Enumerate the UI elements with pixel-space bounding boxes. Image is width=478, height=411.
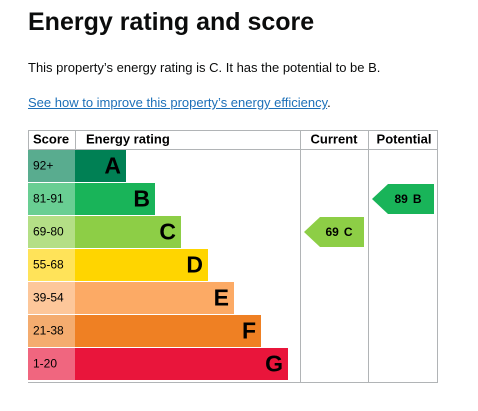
rating-bar: [75, 348, 288, 380]
score-cell: [28, 183, 75, 215]
score-label: 55-68: [33, 258, 64, 272]
score-tint: [28, 282, 75, 314]
score-tint: [28, 348, 75, 380]
header: Potential: [377, 131, 432, 146]
link-suffix: .: [327, 95, 331, 110]
table-borders: [28, 130, 438, 383]
header: Score: [33, 131, 69, 146]
rating-bar: [75, 282, 234, 314]
rating-letter: G: [265, 351, 283, 377]
rating-letter: F: [242, 318, 256, 344]
potential-label: 89 B: [394, 192, 421, 206]
current-arrow: [304, 217, 364, 247]
score-cell: [28, 282, 75, 314]
rating-bar: [75, 183, 155, 215]
header: Energy rating: [86, 131, 170, 146]
score-tint: [28, 249, 75, 281]
link-line: See how to improve this property’s energ…: [28, 95, 331, 110]
rating-letter: D: [186, 252, 203, 278]
rating-letter: E: [214, 285, 229, 311]
rating-bar: [75, 249, 208, 281]
rating-bar: [75, 315, 261, 347]
header: Current: [311, 131, 359, 146]
score-label: 39-54: [33, 291, 64, 305]
score-cell: [28, 150, 75, 182]
score-cell: [28, 249, 75, 281]
score-tint: [28, 216, 75, 248]
current-score: 69: [325, 225, 339, 239]
score-tint: [28, 150, 75, 182]
improve-link[interactable]: See how to improve this property’s energ…: [28, 95, 328, 110]
rating-letter: C: [159, 219, 176, 245]
current-rating: C: [344, 225, 353, 239]
score-tint: [28, 315, 75, 347]
rating-letter: B: [133, 186, 150, 212]
score-cell: [28, 216, 75, 248]
rating-bar: [75, 216, 181, 248]
score-cell: [28, 315, 75, 347]
score-cell: [28, 348, 75, 380]
current-label: 69 C: [325, 225, 352, 239]
title: Energy rating and score: [28, 8, 315, 36]
potential-arrow: [372, 184, 434, 214]
potential-rating: B: [413, 192, 422, 206]
rating-bar: [75, 150, 126, 182]
score-label: 81-91: [33, 192, 64, 206]
score-label: 69-80: [33, 225, 64, 239]
score-label: 92+: [33, 159, 53, 173]
rating-letter: A: [104, 153, 121, 179]
score-label: 1-20: [33, 357, 57, 371]
potential-score: 89: [394, 192, 408, 206]
summary: This property’s energy rating is C. It h…: [28, 60, 381, 75]
score-label: 21-38: [33, 324, 64, 338]
score-tint: [28, 183, 75, 215]
